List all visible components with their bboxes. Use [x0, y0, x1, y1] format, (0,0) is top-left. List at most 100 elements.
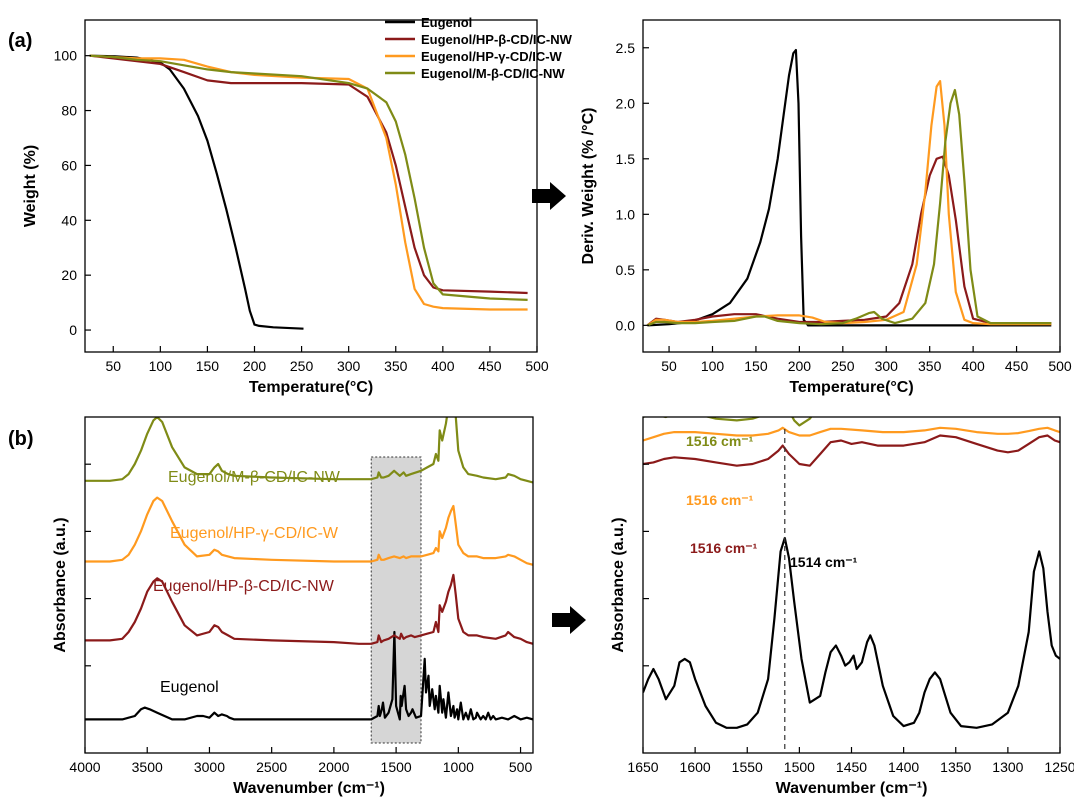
x-tick-label: 1550 — [732, 759, 763, 775]
y-tick-label: 0.0 — [616, 317, 636, 333]
x-tick-label: 400 — [431, 358, 455, 374]
x-tick-label: 200 — [788, 358, 812, 374]
y-axis-label: Absorbance (a.u.) — [52, 517, 69, 652]
x-tick-label: 1350 — [940, 759, 971, 775]
plot-frame — [642, 19, 1061, 353]
x-tick-label: 3500 — [132, 759, 163, 775]
panel-label: (a) — [8, 30, 32, 52]
x-tick-label: 1500 — [381, 759, 412, 775]
plot-frame — [84, 19, 538, 353]
x-axis-label: Wavenumber (cm⁻¹) — [233, 780, 385, 797]
series-label: Eugenol — [160, 679, 219, 696]
legend-entry: Eugenol/HP-γ-CD/IC-W — [421, 49, 563, 64]
y-tick-label: 1.5 — [616, 151, 636, 167]
peak-annotation: 1516 cm⁻¹ — [686, 433, 754, 449]
series-line-eugenol — [647, 48, 1052, 327]
x-tick-label: 1450 — [836, 759, 867, 775]
series-line-eugenol-hp-cd-ic-nw — [89, 54, 528, 295]
legend-entry: Eugenol/HP-β-CD/IC-NW — [421, 32, 573, 47]
legend-entry: Eugenol — [421, 15, 472, 30]
series-line-eugenol-hp-cd-ic-nw — [646, 155, 1052, 327]
series-line-eugenol-hp-cd-ic-w — [85, 496, 533, 566]
x-tick-label: 350 — [918, 358, 942, 374]
x-axis-label: Temperature(°C) — [249, 379, 373, 396]
y-tick-label: 100 — [54, 48, 78, 64]
y-tick-label: 60 — [61, 157, 77, 173]
series-line-eugenol-hp-cd-ic-w — [89, 54, 528, 311]
x-tick-label: 500 — [509, 759, 533, 775]
x-tick-label: 350 — [384, 358, 408, 374]
y-tick-label: 40 — [61, 212, 77, 228]
x-tick-label: 4000 — [69, 759, 100, 775]
series-line-eugenol-hp-cd-ic-nw — [85, 573, 533, 645]
series-line-eugenol-hp-cd-ic-nw — [643, 434, 1060, 467]
plot-frame — [642, 416, 1061, 754]
series-line-eugenol — [85, 630, 533, 721]
series-label: Eugenol/HP-β-CD/IC-NW — [153, 578, 335, 595]
x-tick-label: 1300 — [992, 759, 1023, 775]
peak-annotation: 1514 cm⁻¹ — [790, 554, 858, 570]
y-axis-label: Absorbance (a.u.) — [610, 517, 627, 652]
x-tick-label: 150 — [196, 358, 220, 374]
legend: Eugenol Eugenol/HP-β-CD/IC-NW Eugenol/HP-γ… — [385, 15, 573, 81]
legend-entry: Eugenol/M-β-CD/IC-NW — [421, 66, 565, 81]
series-line-eugenol-hp-cd-ic-w — [646, 80, 1052, 327]
x-tick-label: 50 — [105, 358, 121, 374]
x-tick-label: 450 — [1005, 358, 1029, 374]
x-tick-label: 100 — [149, 358, 173, 374]
x-tick-label: 2500 — [256, 759, 287, 775]
y-tick-label: 2.0 — [616, 95, 636, 111]
x-tick-label: 450 — [478, 358, 502, 374]
x-tick-label: 500 — [525, 358, 549, 374]
series-line-eugenol-hp-cd-ic-w — [643, 426, 1060, 442]
x-tick-label: 300 — [875, 358, 899, 374]
y-axis-label: Weight (%) — [22, 145, 39, 227]
series-line-eugenol-m-cd-ic-nw — [89, 54, 528, 301]
series-line-eugenol-m-cd-ic-nw — [85, 417, 533, 484]
y-tick-label: 0 — [69, 322, 77, 338]
peak-annotation: 1516 cm⁻¹ — [686, 492, 754, 508]
x-tick-label: 200 — [243, 358, 267, 374]
x-tick-label: 3000 — [194, 759, 225, 775]
ftir-chart: 4000 3500 3000 2500 2000 1500 1000 500 Wavenumbe… — [52, 416, 534, 797]
series-group — [85, 417, 533, 721]
y-tick-label: 0.5 — [616, 262, 636, 278]
series-group — [643, 417, 1060, 729]
x-tick-label: 500 — [1048, 358, 1072, 374]
series-label: Eugenol/M-β-CD/IC-NW — [168, 469, 341, 486]
x-axis-label: Wavenumber (cm⁻¹) — [776, 780, 928, 797]
peak-annotation: 1516 cm⁻¹ — [690, 540, 758, 556]
series-line-eugenol — [643, 536, 1060, 729]
series-group — [89, 54, 528, 330]
panel-label: (b) — [8, 428, 34, 450]
x-tick-label: 300 — [337, 358, 361, 374]
x-tick-label: 100 — [701, 358, 725, 374]
series-line-eugenol — [89, 54, 304, 330]
y-tick-label: 1.0 — [616, 206, 636, 222]
series-line-eugenol-m-cd-ic-nw — [646, 88, 1052, 327]
x-tick-label: 1500 — [784, 759, 815, 775]
x-tick-label: 250 — [831, 358, 855, 374]
x-tick-label: 50 — [661, 358, 677, 374]
ftir-zoom-chart: 1650 1600 1550 1500 1450 1400 1350 1300 1250 Wave… — [610, 416, 1074, 797]
right-arrow-icon — [552, 606, 586, 634]
x-tick-label: 1000 — [443, 759, 474, 775]
x-tick-label: 1650 — [627, 759, 658, 775]
series-group — [646, 48, 1052, 327]
y-tick-label: 2.5 — [616, 40, 636, 56]
x-tick-label: 250 — [290, 358, 314, 374]
y-tick-label: 80 — [61, 103, 77, 119]
x-tick-label: 150 — [744, 358, 768, 374]
plot-frame — [84, 416, 534, 754]
right-arrow-icon — [532, 182, 566, 210]
y-tick-label: 20 — [61, 267, 77, 283]
tga-chart: 50 100 150 200 250 300 350 400 450 500 0 20 40 60 80 10… — [22, 15, 573, 396]
x-tick-label: 2000 — [318, 759, 349, 775]
x-tick-label: 1400 — [888, 759, 919, 775]
x-axis-label: Temperature(°C) — [789, 379, 913, 396]
series-label: Eugenol/HP-γ-CD/IC-W — [170, 525, 339, 542]
x-tick-label: 400 — [961, 358, 985, 374]
x-tick-label: 1600 — [680, 759, 711, 775]
y-axis-label: Deriv. Weight (% /°C) — [580, 108, 597, 265]
